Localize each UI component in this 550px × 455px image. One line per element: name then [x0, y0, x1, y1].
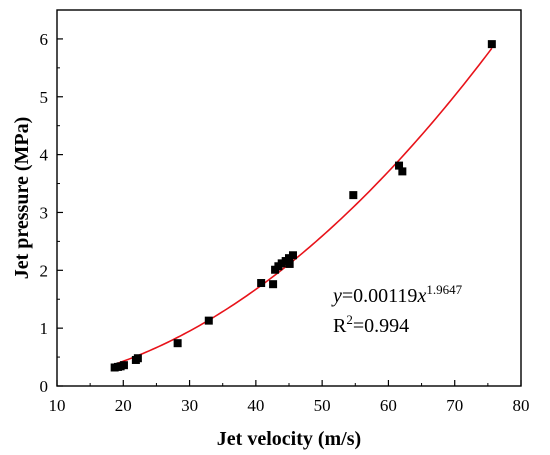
y-axis-title: Jet pressure (MPa) — [11, 117, 33, 280]
data-point — [285, 259, 294, 268]
r-squared-base: R — [333, 315, 347, 337]
y-tick-label: 6 — [40, 30, 49, 49]
y-tick-label: 4 — [40, 146, 49, 165]
x-tick-label: 50 — [314, 396, 331, 415]
fit-curve — [114, 47, 493, 366]
data-point — [288, 251, 297, 260]
x-tick-label: 70 — [446, 396, 463, 415]
data-point — [487, 40, 496, 49]
x-tick-label: 80 — [513, 396, 530, 415]
x-tick-label: 60 — [380, 396, 397, 415]
data-point — [119, 361, 128, 370]
fit-equation-x: x — [416, 285, 426, 307]
r-squared: R2=0.994 — [333, 312, 409, 337]
data-point — [395, 161, 404, 170]
r-squared-sup: 2 — [346, 312, 353, 327]
y-tick-label: 5 — [40, 88, 49, 107]
fit-equation-var: y — [331, 285, 342, 307]
x-tick-label: 40 — [247, 396, 264, 415]
data-point — [269, 280, 278, 289]
x-tick-label: 10 — [49, 396, 66, 415]
data-point — [349, 191, 358, 200]
y-tick-label: 3 — [40, 203, 49, 222]
x-axis-title: Jet velocity (m/s) — [217, 428, 361, 450]
x-tick-label: 30 — [181, 396, 198, 415]
data-point — [173, 339, 182, 348]
fit-equation-exponent: 1.9647 — [426, 282, 462, 297]
data-point — [398, 167, 407, 176]
data-point — [257, 279, 266, 288]
y-tick-label: 2 — [40, 261, 49, 280]
fit-equation: y=0.00119x1.9647 — [331, 282, 463, 307]
x-tick-label: 20 — [115, 396, 132, 415]
y-tick-label: 1 — [40, 319, 49, 338]
r-squared-value: =0.994 — [353, 315, 409, 337]
data-markers — [110, 40, 496, 372]
axis-ticks: 10 20 30 40 50 60 70 80 0 1 2 3 4 5 6 — [40, 30, 530, 415]
data-point — [204, 316, 213, 325]
fit-equation-coef: =0.00119 — [342, 285, 418, 307]
y-tick-label: 0 — [40, 377, 49, 396]
data-point — [133, 354, 142, 363]
